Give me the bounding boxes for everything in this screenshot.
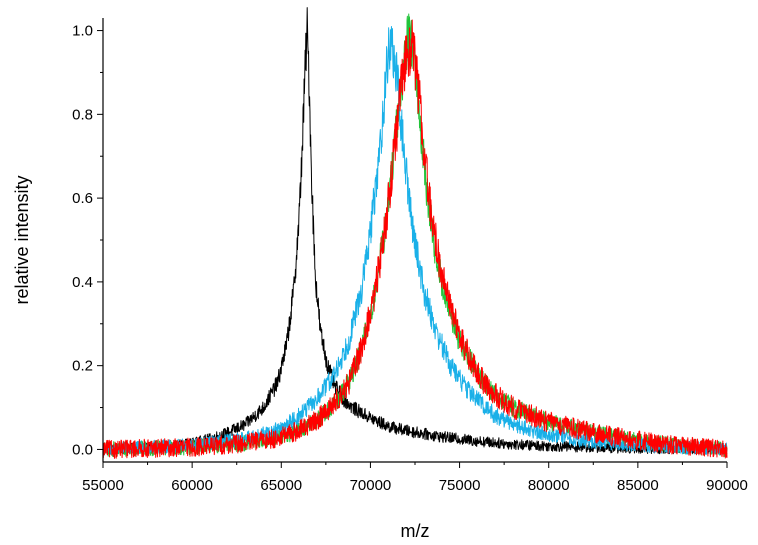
y-tick-label: 0.8	[72, 106, 93, 123]
x-tick-label: 80000	[528, 477, 570, 494]
y-tick-label: 1.0	[72, 23, 93, 40]
x-axis-title: m/z	[401, 521, 430, 541]
x-ticks: 55000 60000 65000 70000 75000 80000 85000 90000	[82, 462, 748, 494]
y-tick-label: 0.4	[72, 274, 93, 291]
y-tick-label: 0.0	[72, 441, 93, 458]
y-ticks: 0.0 0.2 0.4 0.6 0.8 1.0	[72, 23, 103, 458]
x-tick-label: 55000	[82, 477, 124, 494]
x-tick-label: 70000	[350, 477, 392, 494]
y-axis-title: relative intensity	[12, 175, 32, 304]
series-line-3	[102, 25, 728, 456]
x-tick-label: 65000	[260, 477, 302, 494]
series-line-4	[102, 19, 728, 459]
series-layer	[102, 7, 728, 459]
x-tick-label: 75000	[439, 477, 481, 494]
x-tick-label: 60000	[171, 477, 213, 494]
x-tick-label: 85000	[617, 477, 659, 494]
x-tick-label: 90000	[706, 477, 748, 494]
y-tick-label: 0.6	[72, 190, 93, 207]
y-tick-label: 0.2	[72, 358, 93, 375]
